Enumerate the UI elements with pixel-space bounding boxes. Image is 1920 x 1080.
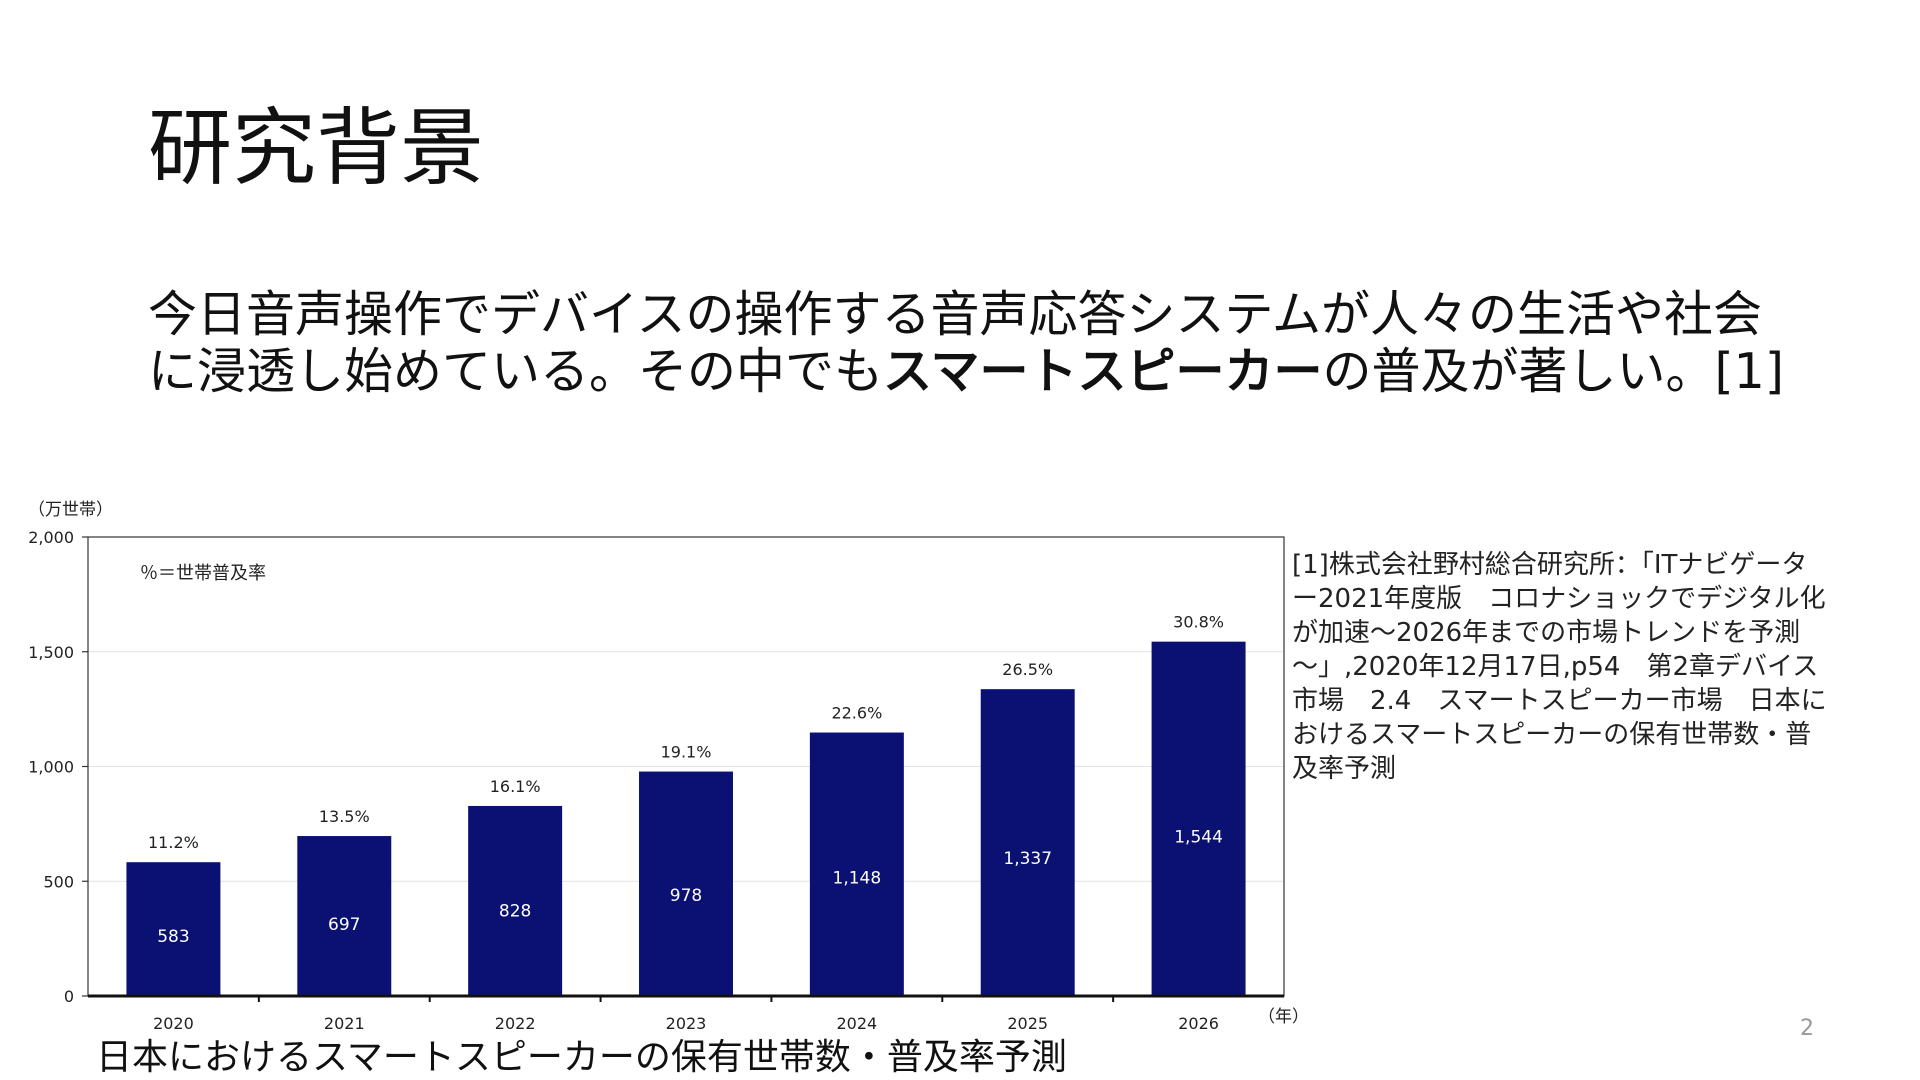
rate-label: 26.5% [1002, 660, 1053, 679]
rate-label: 22.6% [831, 704, 882, 723]
y-tick-label: 2,000 [28, 528, 74, 547]
bar-value-label: 697 [328, 915, 360, 935]
bar-2022 [468, 805, 563, 996]
rate-label: 30.8% [1173, 613, 1224, 632]
x-tick-label: 2022 [495, 1014, 536, 1033]
bar-2025 [980, 689, 1075, 996]
reference-citation: [1]株式会社野村総合研究所：「ITナビゲーター2021年度版 コロナショックで… [1292, 550, 1827, 784]
bar-value-label: 1,544 [1174, 828, 1223, 848]
x-tick-label: 2021 [324, 1014, 365, 1033]
bar-value-label: 978 [670, 886, 702, 906]
x-axis-label: （年） [1258, 1007, 1300, 1027]
x-tick-label: 2026 [1178, 1014, 1219, 1033]
rate-label: 16.1% [490, 777, 541, 796]
slide-title: 研究背景 [148, 99, 485, 197]
y-axis-label: （万世帯） [28, 500, 113, 520]
rate-label: 11.2% [148, 833, 199, 852]
bars: 583 11.2% 697 13.5% 828 16.1% 978 19.1% 1,148 22.… [126, 613, 1246, 996]
y-tick-label: 0 [64, 987, 74, 1006]
x-tick-label: 2020 [153, 1014, 194, 1033]
bar-value-label: 828 [499, 901, 531, 921]
x-tick-label: 2023 [666, 1014, 707, 1033]
y-tick-label: 500 [43, 872, 74, 891]
bar-2026 [1151, 641, 1246, 996]
y-tick-label: 1,000 [28, 758, 74, 777]
chart-caption: 日本におけるスマートスピーカーの保有世帯数・普及率予測 [96, 1037, 1067, 1078]
y-axis-ticks: 0 500 1,000 1,500 2,000 [28, 528, 88, 1006]
bar-value-label: 583 [157, 927, 189, 947]
body-text-part-1: 今日音声操作でデバイスの操作する音声応答システムが人々の生活や社会に浸透し始めて… [148, 286, 1763, 400]
rate-label: 13.5% [319, 807, 370, 826]
y-tick-label: 1,500 [28, 643, 74, 662]
chart-canvas: （万世帯） ％＝世帯普及率 0 500 1,000 1,500 2,000 583 11.… [28, 500, 1300, 1033]
bar-value-label: 1,337 [1003, 849, 1052, 869]
bar-value-label: 1,148 [833, 868, 882, 888]
body-text-emphasis: スマートスピーカー [883, 343, 1323, 400]
bar-2021 [297, 836, 392, 996]
bar-2023 [639, 771, 733, 996]
body-text: 今日音声操作でデバイスの操作する音声応答システムが人々の生活や社会に浸透し始めて… [148, 286, 1808, 400]
bar-2020 [126, 862, 221, 996]
x-axis-ticks: 2020 2021 2022 2023 2024 2025 2026 [88, 994, 1284, 1033]
page-number: 2 [1800, 1016, 1814, 1041]
x-tick-label: 2024 [836, 1014, 877, 1033]
body-text-part-2: の普及が著しい。[1] [1322, 343, 1784, 400]
legend-note: ％＝世帯普及率 [140, 563, 266, 584]
bar-chart: （万世帯） ％＝世帯普及率 0 500 1,000 1,500 2,000 583 11.… [20, 490, 1300, 1040]
bar-2024 [809, 732, 904, 996]
rate-label: 19.1% [661, 743, 712, 762]
x-tick-label: 2025 [1007, 1014, 1048, 1033]
